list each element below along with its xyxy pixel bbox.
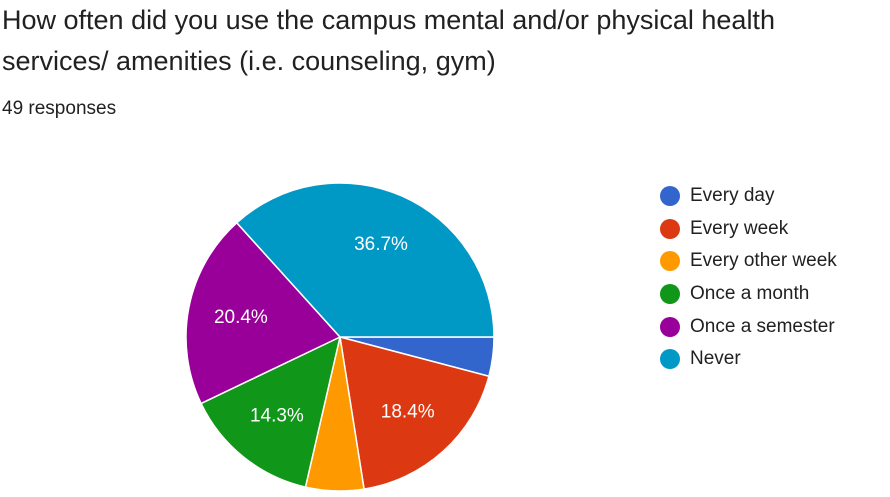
legend-swatch — [660, 316, 680, 337]
legend-item[interactable]: Never — [660, 343, 837, 376]
pie-slice-once-a-month[interactable] — [200, 335, 342, 488]
legend-swatch — [660, 251, 680, 272]
legend-label: Once a semester — [690, 315, 835, 337]
question-title: How often did you use the campus mental … — [2, 5, 775, 76]
legend-item[interactable]: Once a semester — [660, 310, 837, 343]
legend-label: Never — [690, 348, 741, 370]
legend-label: Every day — [690, 185, 775, 207]
legend-label: Once a month — [690, 283, 810, 305]
legend-swatch — [660, 218, 680, 239]
legend-item[interactable]: Every day — [660, 180, 837, 213]
pie-slices — [185, 182, 495, 492]
slice-value-label: 18.4% — [381, 401, 435, 422]
legend-label: Every other week — [690, 250, 837, 272]
legend-item[interactable]: Every week — [660, 213, 837, 246]
chart-legend: Every day Every week Every other week Once … — [660, 180, 837, 376]
legend-label: Every week — [690, 217, 789, 239]
response-count: 49 responses — [2, 98, 117, 119]
slice-value-label: 36.7% — [354, 234, 408, 255]
slice-value-label: 14.3% — [250, 405, 304, 426]
pie-slice-never[interactable] — [235, 182, 495, 338]
legend-swatch — [660, 186, 680, 207]
pie-slice-every-week[interactable] — [339, 335, 490, 490]
legend-swatch — [660, 349, 680, 370]
legend-item[interactable]: Once a month — [660, 278, 837, 311]
legend-item[interactable]: Every other week — [660, 245, 837, 278]
pie-slice-once-a-semester[interactable] — [185, 221, 342, 405]
pie-labels: 18.4% 14.3% 20.4% 36.7% — [214, 234, 435, 426]
slice-value-label: 20.4% — [214, 307, 268, 328]
legend-swatch — [660, 284, 680, 305]
